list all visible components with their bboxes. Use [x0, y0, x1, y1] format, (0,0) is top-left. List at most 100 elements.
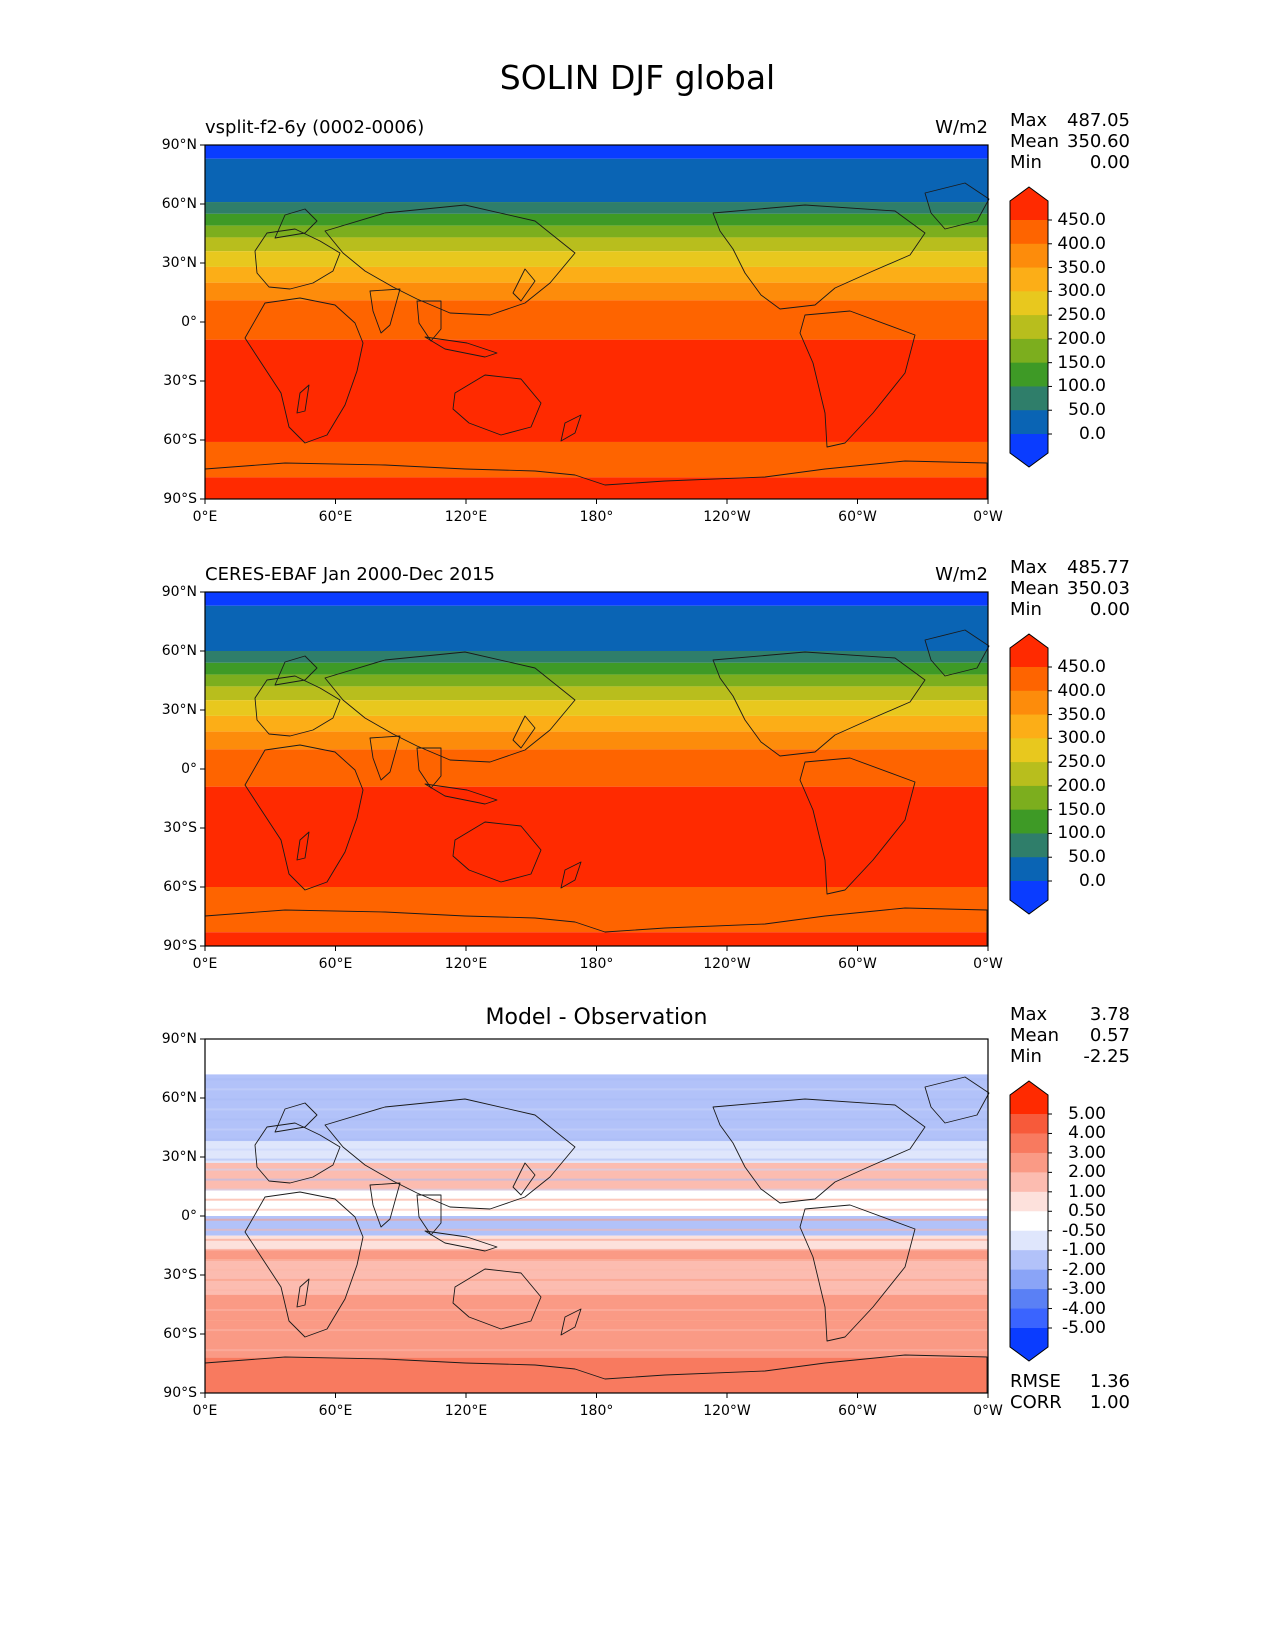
band-3-10	[205, 1320, 988, 1358]
colorbar-label: 3.00	[1068, 1142, 1106, 1163]
texture-stripe	[205, 1319, 988, 1322]
stat-value: 485.77	[1067, 557, 1130, 578]
band-1-7	[205, 266, 988, 283]
y-tick-label: 30°S	[163, 373, 197, 389]
colorbar-segment	[1010, 1133, 1048, 1154]
band-3-6	[205, 1235, 988, 1250]
colorbar-segment	[1010, 667, 1048, 692]
figure-title: SOLIN DJF global	[499, 58, 776, 97]
texture-stripe	[205, 1258, 988, 1261]
stat-label: Min	[1010, 152, 1042, 173]
texture-stripe	[205, 1188, 988, 1191]
band-3-2	[205, 1141, 988, 1163]
y-tick-label: 60°S	[163, 432, 197, 448]
y-tick-label: 30°S	[163, 820, 197, 836]
texture-stripe	[205, 1208, 988, 1211]
stat-value: 0.57	[1089, 1025, 1130, 1046]
x-tick-label: 120°E	[444, 509, 488, 525]
colorbar-segment	[1010, 1308, 1048, 1329]
colorbar-label: 50.0	[1068, 400, 1106, 421]
colorbar-label: 400.0	[1057, 680, 1106, 701]
band-1-5	[205, 237, 988, 252]
y-tick-label: 60°S	[163, 1326, 197, 1342]
colorbar-segment	[1010, 1172, 1048, 1193]
footer-stat-label: RMSE	[1010, 1371, 1061, 1392]
colorbar-segment	[1010, 785, 1048, 811]
colorbar-label: 0.0	[1078, 871, 1106, 891]
band-2-4	[205, 674, 988, 687]
band-3-9	[205, 1294, 988, 1321]
texture-stripe	[205, 1088, 988, 1091]
band-1-4	[205, 225, 988, 238]
texture-stripe	[205, 1178, 988, 1181]
band-2-0	[205, 592, 988, 606]
stat-value: 350.60	[1067, 131, 1130, 152]
colorbar-1	[1009, 186, 1052, 468]
x-tick-label: 0°W	[973, 509, 1003, 525]
band-1-3	[205, 213, 988, 226]
stat-value: 487.05	[1067, 110, 1130, 131]
band-3-11	[205, 1357, 988, 1393]
texture-stripe	[205, 1329, 988, 1332]
colorbar-label: -2.00	[1062, 1259, 1106, 1280]
band-1-10	[205, 339, 988, 442]
band-2-3	[205, 662, 988, 675]
x-tick-label: 0°E	[192, 1403, 218, 1419]
x-tick-label: 120°W	[703, 1403, 751, 1419]
texture-stripe	[205, 1228, 988, 1231]
y-tick-label: 30°N	[161, 1149, 197, 1165]
band-2-2	[205, 651, 988, 663]
band-2-6	[205, 700, 988, 716]
colorbar-segment	[1010, 267, 1048, 292]
band-2-9	[205, 749, 988, 787]
colorbar-label: 5.00	[1068, 1104, 1106, 1124]
x-tick-label: 60°W	[838, 1403, 877, 1419]
colorbar-segment	[1010, 857, 1048, 882]
y-tick-label: 60°N	[161, 643, 197, 659]
x-tick-label: 60°E	[318, 1403, 353, 1419]
band-2-10	[205, 786, 988, 887]
colorbar-3	[1009, 1080, 1052, 1362]
colorbar-label: -4.00	[1062, 1298, 1106, 1319]
y-tick-label: 90°N	[161, 584, 197, 600]
texture-stripe	[205, 1288, 988, 1291]
colorbar-max-arrow	[1010, 187, 1048, 220]
band-2-1	[205, 605, 988, 651]
stat-label: Max	[1010, 110, 1048, 131]
y-tick-label: 60°N	[161, 196, 197, 212]
colorbar-label: 2.00	[1068, 1162, 1106, 1183]
panel-units: W/m2	[935, 564, 988, 585]
stat-label: Min	[1010, 1046, 1042, 1067]
stat-value: 0.00	[1089, 599, 1130, 620]
colorbar-segment	[1010, 220, 1048, 245]
texture-stripe	[205, 1248, 988, 1251]
colorbar-segment	[1010, 410, 1048, 435]
stat-label: Mean	[1010, 578, 1060, 599]
colorbar-max-arrow	[1010, 634, 1048, 667]
band-1-2	[205, 202, 988, 214]
y-tick-label: 0°	[181, 1208, 197, 1224]
y-tick-label: 90°S	[163, 1385, 197, 1401]
x-tick-label: 180°	[579, 956, 614, 972]
colorbar-segment	[1010, 243, 1048, 269]
band-3-1	[205, 1074, 988, 1142]
y-tick-label: 90°S	[163, 491, 197, 507]
colorbar-min-arrow	[1010, 881, 1048, 914]
colorbar-label: 0.0	[1078, 424, 1106, 444]
x-tick-label: 180°	[579, 509, 614, 525]
band-2-5	[205, 686, 988, 701]
colorbar-segment	[1010, 1211, 1048, 1232]
colorbar-label: 100.0	[1057, 376, 1106, 397]
colorbar-label: -3.00	[1062, 1279, 1106, 1300]
colorbar-segment	[1010, 690, 1048, 716]
colorbar-label: -1.00	[1062, 1240, 1106, 1261]
footer-stat-value: 1.36	[1089, 1371, 1130, 1392]
colorbar-segment	[1010, 291, 1048, 316]
colorbar-label: 350.0	[1057, 704, 1106, 725]
y-tick-label: 90°S	[163, 938, 197, 954]
texture-stripe	[205, 1098, 988, 1101]
colorbar-segment	[1010, 762, 1048, 787]
x-tick-label: 60°E	[318, 509, 353, 525]
band-1-1	[205, 158, 988, 203]
band-3-4	[205, 1190, 988, 1216]
